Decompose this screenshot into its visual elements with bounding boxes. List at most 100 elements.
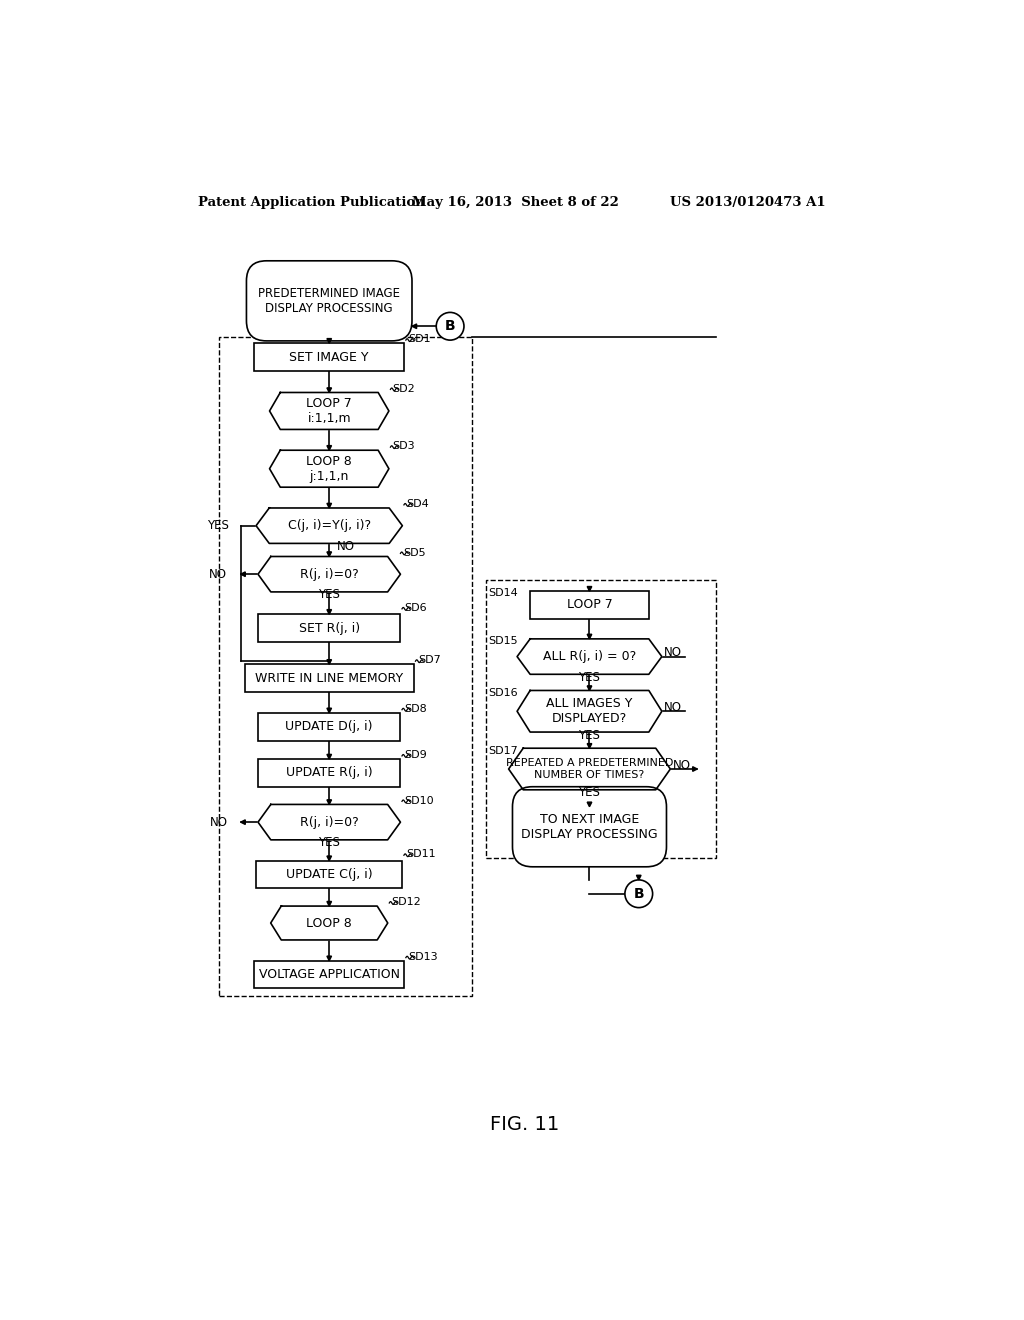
Polygon shape bbox=[587, 635, 592, 639]
Polygon shape bbox=[412, 323, 417, 329]
Text: NO: NO bbox=[210, 816, 228, 829]
Text: SD12: SD12 bbox=[391, 898, 421, 907]
Bar bbox=[258, 759, 400, 787]
Text: YES: YES bbox=[317, 837, 340, 850]
Polygon shape bbox=[241, 572, 246, 577]
Text: C(j, i)=Y(j, i)?: C(j, i)=Y(j, i)? bbox=[288, 519, 371, 532]
Text: SD6: SD6 bbox=[404, 603, 427, 612]
Polygon shape bbox=[327, 339, 332, 343]
Text: LOOP 8: LOOP 8 bbox=[306, 916, 352, 929]
Text: SD11: SD11 bbox=[407, 850, 436, 859]
FancyBboxPatch shape bbox=[247, 261, 412, 341]
Polygon shape bbox=[327, 388, 332, 392]
Polygon shape bbox=[327, 660, 332, 664]
Polygon shape bbox=[587, 803, 592, 807]
Polygon shape bbox=[327, 800, 332, 804]
Polygon shape bbox=[270, 906, 388, 940]
Bar bbox=[258, 614, 400, 642]
Text: US 2013/0120473 A1: US 2013/0120473 A1 bbox=[670, 195, 825, 209]
Text: YES: YES bbox=[317, 589, 340, 602]
Text: B: B bbox=[444, 319, 456, 333]
Polygon shape bbox=[258, 557, 400, 591]
Text: LOOP 7
i:1,1,m: LOOP 7 i:1,1,m bbox=[306, 397, 352, 425]
Text: R(j, i)=0?: R(j, i)=0? bbox=[300, 568, 358, 581]
Text: SET IMAGE Y: SET IMAGE Y bbox=[290, 351, 369, 363]
Polygon shape bbox=[327, 708, 332, 713]
Text: SD1: SD1 bbox=[409, 334, 431, 345]
Text: NO: NO bbox=[665, 647, 682, 659]
Polygon shape bbox=[241, 820, 246, 825]
Text: VOLTAGE APPLICATION: VOLTAGE APPLICATION bbox=[259, 968, 399, 981]
Text: SD16: SD16 bbox=[488, 688, 518, 698]
Polygon shape bbox=[587, 586, 592, 591]
FancyBboxPatch shape bbox=[512, 787, 667, 867]
Text: NO: NO bbox=[337, 540, 355, 553]
Polygon shape bbox=[327, 503, 332, 508]
Polygon shape bbox=[637, 875, 641, 880]
Text: SD13: SD13 bbox=[409, 952, 438, 962]
Text: SD9: SD9 bbox=[404, 750, 427, 760]
Text: SD10: SD10 bbox=[404, 796, 434, 805]
Bar bbox=[486, 581, 716, 858]
Polygon shape bbox=[517, 639, 662, 675]
Text: SD5: SD5 bbox=[402, 548, 425, 557]
Bar bbox=[529, 591, 649, 619]
Polygon shape bbox=[327, 552, 332, 557]
Polygon shape bbox=[327, 446, 332, 450]
Text: TO NEXT IMAGE
DISPLAY PROCESSING: TO NEXT IMAGE DISPLAY PROCESSING bbox=[521, 813, 657, 841]
Polygon shape bbox=[692, 767, 697, 771]
Text: B: B bbox=[634, 887, 644, 900]
Text: SD3: SD3 bbox=[393, 441, 416, 451]
Bar bbox=[254, 343, 404, 371]
Text: Patent Application Publication: Patent Application Publication bbox=[199, 195, 425, 209]
Text: PREDETERMINED IMAGE
DISPLAY PROCESSING: PREDETERMINED IMAGE DISPLAY PROCESSING bbox=[258, 286, 400, 315]
Polygon shape bbox=[327, 902, 332, 906]
Polygon shape bbox=[256, 508, 402, 544]
Polygon shape bbox=[269, 392, 389, 429]
Bar bbox=[219, 337, 472, 997]
Text: SD15: SD15 bbox=[488, 636, 518, 647]
Polygon shape bbox=[269, 450, 389, 487]
Text: SET R(j, i): SET R(j, i) bbox=[299, 622, 359, 635]
Text: LOOP 8
j:1,1,n: LOOP 8 j:1,1,n bbox=[306, 454, 352, 483]
Circle shape bbox=[436, 313, 464, 341]
Text: YES: YES bbox=[207, 519, 228, 532]
Text: LOOP 7: LOOP 7 bbox=[566, 598, 612, 611]
Text: May 16, 2013  Sheet 8 of 22: May 16, 2013 Sheet 8 of 22 bbox=[412, 195, 618, 209]
Polygon shape bbox=[587, 686, 592, 690]
Text: SD17: SD17 bbox=[488, 746, 518, 755]
Polygon shape bbox=[517, 690, 662, 733]
Text: NO: NO bbox=[209, 568, 226, 581]
Polygon shape bbox=[258, 804, 400, 840]
Bar bbox=[254, 961, 404, 989]
Text: SD2: SD2 bbox=[393, 384, 416, 393]
Text: NO: NO bbox=[673, 759, 690, 772]
Text: SD8: SD8 bbox=[404, 704, 427, 714]
Text: UPDATE D(j, i): UPDATE D(j, i) bbox=[286, 721, 373, 733]
Text: REPEATED A PREDETERMINED
NUMBER OF TIMES?: REPEATED A PREDETERMINED NUMBER OF TIMES… bbox=[506, 758, 673, 780]
Text: R(j, i)=0?: R(j, i)=0? bbox=[300, 816, 358, 829]
Text: YES: YES bbox=[578, 671, 600, 684]
Polygon shape bbox=[327, 755, 332, 759]
Text: UPDATE R(j, i): UPDATE R(j, i) bbox=[286, 767, 373, 779]
Text: NO: NO bbox=[665, 701, 682, 714]
Text: UPDATE C(j, i): UPDATE C(j, i) bbox=[286, 869, 373, 880]
Text: SD14: SD14 bbox=[488, 589, 518, 598]
Polygon shape bbox=[327, 956, 332, 961]
Text: FIG. 11: FIG. 11 bbox=[490, 1115, 559, 1134]
Polygon shape bbox=[587, 743, 592, 748]
Bar bbox=[256, 861, 402, 888]
Polygon shape bbox=[327, 857, 332, 861]
Bar bbox=[258, 713, 400, 741]
Text: YES: YES bbox=[578, 787, 600, 800]
Text: YES: YES bbox=[578, 729, 600, 742]
Circle shape bbox=[625, 880, 652, 908]
Text: WRITE IN LINE MEMORY: WRITE IN LINE MEMORY bbox=[255, 672, 403, 685]
Text: ALL IMAGES Y
DISPLAYED?: ALL IMAGES Y DISPLAYED? bbox=[546, 697, 633, 725]
Bar bbox=[245, 664, 414, 692]
Polygon shape bbox=[509, 748, 671, 789]
Text: SD4: SD4 bbox=[407, 499, 429, 510]
Text: SD7: SD7 bbox=[418, 656, 440, 665]
Text: ALL R(j, i) = 0?: ALL R(j, i) = 0? bbox=[543, 649, 636, 663]
Polygon shape bbox=[327, 610, 332, 614]
